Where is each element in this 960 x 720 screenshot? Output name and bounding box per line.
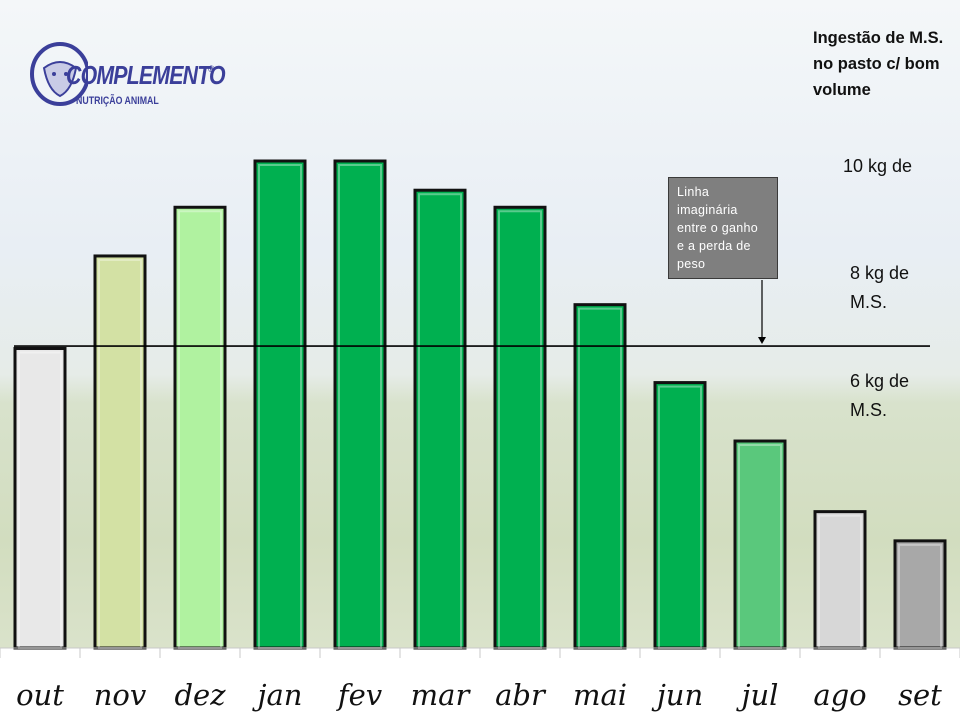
bar-nov	[93, 254, 147, 650]
bar-jan	[253, 159, 307, 650]
bar-out	[13, 346, 67, 650]
x-tick-label-jan: jan	[252, 678, 303, 712]
x-tick-label-abr: abr	[495, 678, 547, 712]
bar-jul	[733, 439, 787, 650]
x-tick-label-set: set	[898, 678, 942, 712]
bar-mar-fill	[413, 188, 467, 650]
bar-fev	[333, 159, 387, 650]
bar-jun-fill	[653, 381, 707, 650]
bar-dez	[173, 205, 227, 650]
bar-mar	[413, 188, 467, 650]
bar-jan-fill	[253, 159, 307, 650]
x-tick-label-mai: mai	[573, 678, 627, 712]
logo-registered-mark: ®	[208, 64, 215, 74]
bar-jul-fill	[733, 439, 787, 650]
bar-ago	[813, 510, 867, 650]
complemento-logo: COMPLEMENTO ® NUTRIÇÃO ANIMAL	[28, 38, 228, 118]
bar-abr-fill	[493, 205, 547, 650]
label-10kg: 10 kg de	[843, 156, 913, 176]
bar-abr	[493, 205, 547, 650]
bar-ago-fill	[813, 510, 867, 650]
x-tick-label-fev: fev	[336, 678, 383, 712]
x-tick-label-mar: mar	[411, 678, 472, 712]
x-tick-label-jun: jun	[651, 678, 703, 712]
x-tick-label-jul: jul	[736, 678, 779, 712]
bar-out-fill	[13, 346, 67, 650]
logo-brand: COMPLEMENTO	[66, 60, 226, 90]
bar-mai-fill	[573, 303, 627, 650]
reference-line-callout: Linha imaginária entre o ganho e a perda…	[668, 177, 778, 279]
label-8kg: 8 kg de M.S.	[850, 263, 910, 312]
x-tick-label-nov: nov	[94, 678, 147, 712]
x-tick-label-dez: dez	[174, 678, 226, 712]
bar-dez-fill	[173, 205, 227, 650]
bar-set	[893, 539, 947, 650]
label-6kg: 6 kg de M.S.	[850, 371, 910, 420]
x-tick-label-ago: ago	[813, 678, 866, 712]
side-title: Ingestão de M.S. no pasto c/ bom volume	[813, 29, 944, 99]
bar-nov-fill	[93, 254, 147, 650]
bar-fev-fill	[333, 159, 387, 650]
bar-mai	[573, 303, 627, 650]
x-tick-label-out: out	[16, 678, 64, 712]
logo-tagline: NUTRIÇÃO ANIMAL	[76, 95, 159, 107]
bar-jun	[653, 381, 707, 650]
callout-arrow-head	[758, 337, 766, 345]
cow-head-icon	[30, 42, 88, 106]
bar-set-fill	[893, 539, 947, 650]
